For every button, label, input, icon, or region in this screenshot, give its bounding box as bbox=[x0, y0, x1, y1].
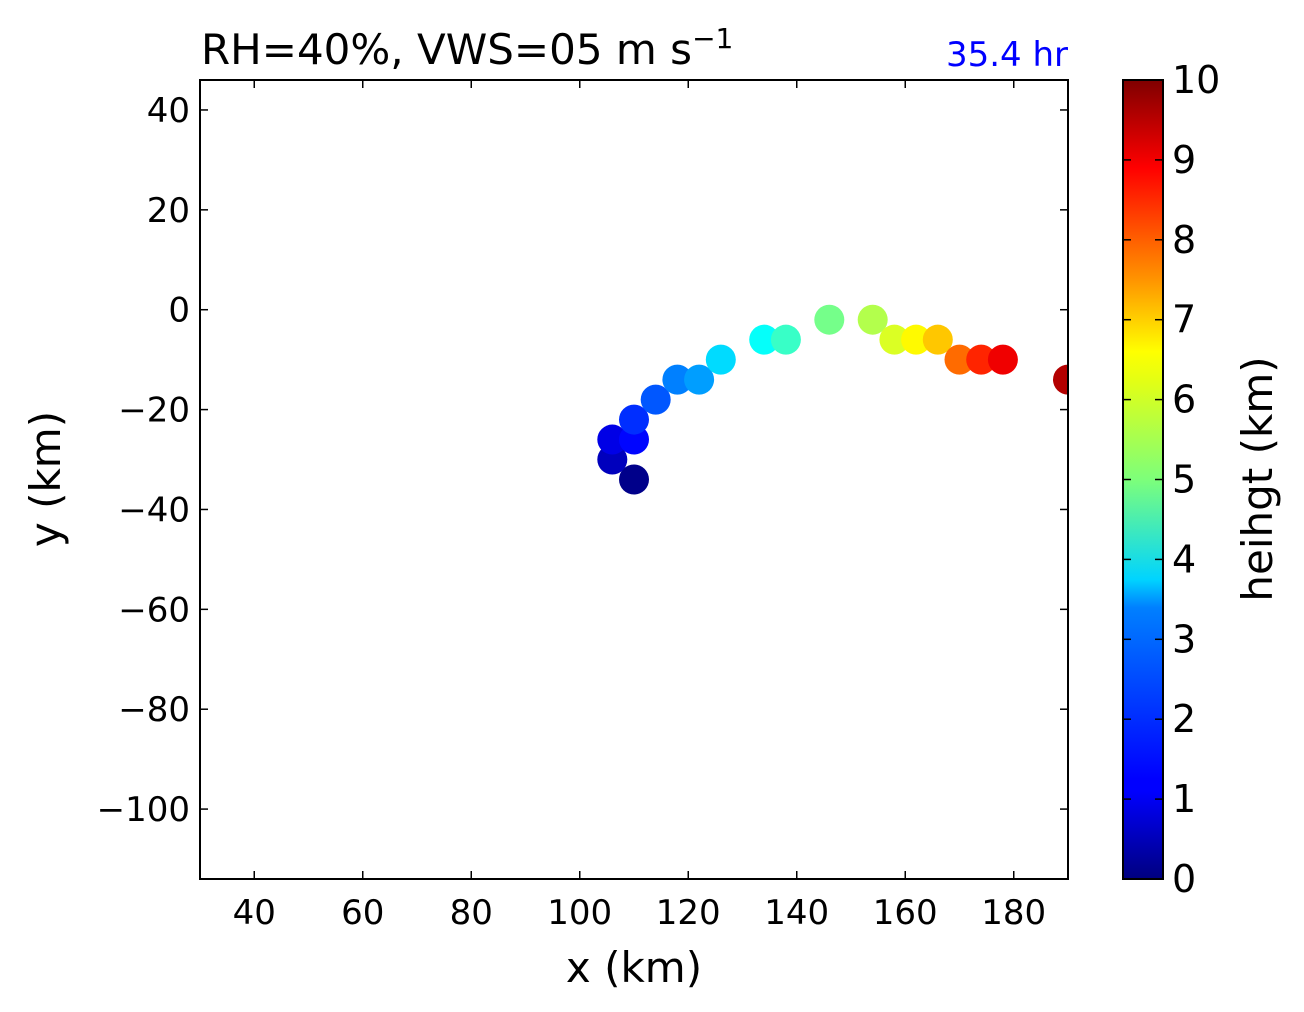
colorbar-tick-label: 4 bbox=[1172, 537, 1196, 581]
x-tick-label: 120 bbox=[656, 893, 721, 933]
x-tick-label: 80 bbox=[450, 893, 493, 933]
scatter-point bbox=[1053, 364, 1068, 395]
x-axis-label: x (km) bbox=[566, 943, 702, 992]
scatter-point bbox=[922, 324, 953, 355]
scatter-point bbox=[879, 324, 910, 355]
scatter-point bbox=[640, 384, 671, 415]
scatter-point bbox=[749, 324, 780, 355]
y-tick-label: −60 bbox=[118, 590, 190, 630]
colorbar-tick-label: 5 bbox=[1172, 458, 1196, 502]
x-tick-label: 160 bbox=[873, 893, 938, 933]
scatter-point bbox=[814, 304, 845, 335]
plot-frame bbox=[199, 79, 1069, 880]
colorbar-tick-label: 3 bbox=[1172, 617, 1196, 661]
y-tick-label: 20 bbox=[147, 191, 190, 231]
scatter-point bbox=[770, 324, 801, 355]
y-axis-label: y (km) bbox=[21, 411, 70, 547]
y-tick-label: −80 bbox=[118, 690, 190, 730]
scatter-point bbox=[619, 404, 649, 435]
chart-title: RH=40%, VWS=05 m s−1 bbox=[201, 22, 733, 74]
scatter-point bbox=[684, 364, 715, 395]
y-tick-label: −100 bbox=[97, 790, 190, 830]
time-label: 35.4 hr bbox=[946, 35, 1068, 75]
scatter-point bbox=[901, 324, 932, 355]
x-tick-label: 140 bbox=[764, 893, 829, 933]
scatter-point bbox=[966, 344, 997, 375]
scatter-point bbox=[944, 344, 975, 375]
scatter-point bbox=[597, 424, 628, 455]
scatter-point bbox=[857, 304, 888, 335]
axis-ticks: 40 60 80 100 120 140 160 180 40 20 0 −20 −40 −60 −80 −1… bbox=[97, 80, 1068, 933]
colorbar-tick-label: 0 bbox=[1172, 857, 1196, 901]
scatter-point bbox=[987, 344, 1018, 375]
x-tick-label: 100 bbox=[547, 893, 612, 933]
scatter-point bbox=[705, 344, 736, 375]
x-tick-label: 180 bbox=[981, 893, 1046, 933]
colorbar-tick-label: 1 bbox=[1172, 777, 1196, 821]
x-tick-label: 60 bbox=[341, 893, 384, 933]
colorbar-tick-label: 7 bbox=[1172, 298, 1196, 342]
scatter-point bbox=[662, 364, 693, 395]
colorbar-tick-label: 2 bbox=[1172, 697, 1196, 741]
colorbar-tick-label: 8 bbox=[1172, 218, 1196, 262]
y-tick-label: −40 bbox=[118, 490, 190, 530]
scatter-points bbox=[597, 304, 1068, 495]
colorbar-label: heihgt (km) bbox=[1233, 356, 1282, 601]
colorbar-tick-label: 9 bbox=[1172, 138, 1196, 182]
y-tick-label: 40 bbox=[147, 91, 190, 131]
y-tick-label: 0 bbox=[168, 291, 190, 331]
x-tick-label: 40 bbox=[233, 893, 276, 933]
scatter-point bbox=[619, 464, 649, 495]
y-tick-label: −20 bbox=[118, 391, 190, 431]
colorbar-tick-label: 6 bbox=[1172, 378, 1196, 422]
colorbar-tick-label: 10 bbox=[1172, 58, 1220, 102]
colorbar-ticks: 0 1 2 3 4 5 6 7 8 9 10 bbox=[1123, 58, 1220, 901]
